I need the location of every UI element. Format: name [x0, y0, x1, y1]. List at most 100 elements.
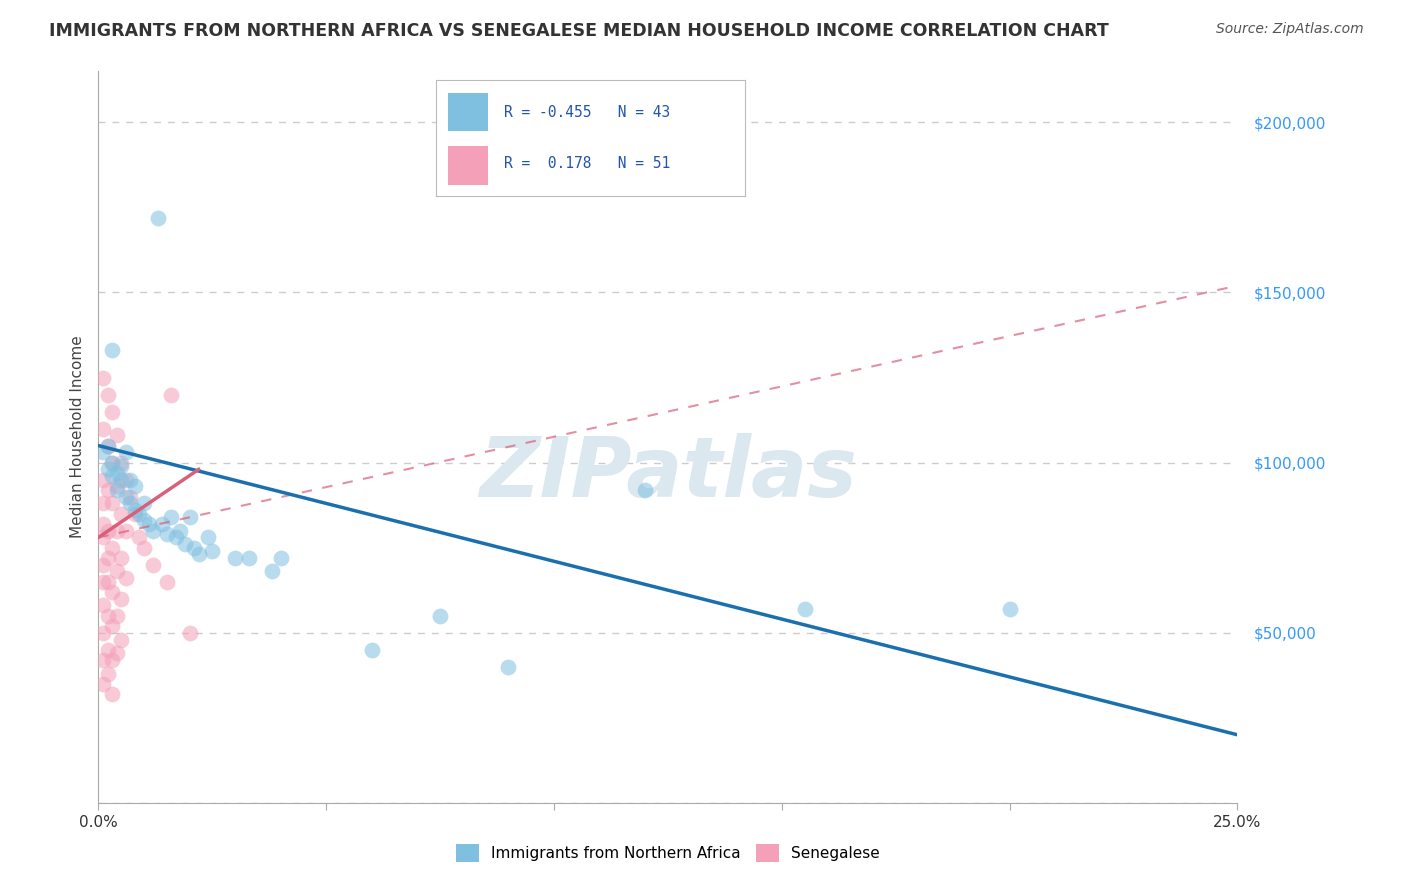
Point	[96, 642, 118, 657]
Point	[150, 516, 173, 531]
Point	[110, 458, 132, 473]
Point	[197, 531, 219, 545]
Point	[101, 456, 124, 470]
FancyBboxPatch shape	[449, 146, 488, 185]
Point	[132, 541, 155, 555]
Point	[132, 496, 155, 510]
Point	[142, 558, 165, 572]
Point	[91, 473, 114, 487]
Point	[101, 469, 124, 483]
Point	[91, 496, 114, 510]
Point	[96, 439, 118, 453]
Point	[96, 483, 118, 497]
Point	[91, 445, 114, 459]
Text: Source: ZipAtlas.com: Source: ZipAtlas.com	[1216, 22, 1364, 37]
Point	[91, 370, 114, 384]
Point	[91, 516, 114, 531]
Point	[174, 537, 197, 551]
Point	[114, 490, 136, 504]
Point	[91, 625, 114, 640]
Point	[238, 550, 260, 565]
Point	[105, 608, 128, 623]
Point	[96, 608, 118, 623]
Point	[114, 524, 136, 538]
Point	[91, 599, 114, 613]
Point	[146, 211, 169, 225]
Point	[165, 531, 187, 545]
Text: R =  0.178   N = 51: R = 0.178 N = 51	[503, 156, 671, 171]
Point	[114, 571, 136, 585]
Text: ZIPatlas: ZIPatlas	[479, 434, 856, 514]
Point	[498, 659, 520, 673]
Point	[156, 574, 179, 589]
Point	[110, 591, 132, 606]
Point	[96, 666, 118, 681]
Point	[101, 619, 124, 633]
Point	[110, 550, 132, 565]
Point	[96, 439, 118, 453]
Point	[120, 490, 142, 504]
Point	[110, 456, 132, 470]
Point	[128, 507, 150, 521]
Point	[96, 462, 118, 476]
Point	[260, 565, 283, 579]
Point	[96, 524, 118, 538]
Text: IMMIGRANTS FROM NORTHERN AFRICA VS SENEGALESE MEDIAN HOUSEHOLD INCOME CORRELATIO: IMMIGRANTS FROM NORTHERN AFRICA VS SENEG…	[49, 22, 1109, 40]
Point	[96, 550, 118, 565]
Point	[998, 602, 1021, 616]
Point	[160, 387, 183, 401]
Point	[124, 507, 146, 521]
Y-axis label: Median Household Income: Median Household Income	[69, 335, 84, 539]
Text: R = -0.455   N = 43: R = -0.455 N = 43	[503, 105, 671, 120]
Point	[110, 507, 132, 521]
Point	[120, 496, 142, 510]
Point	[132, 513, 155, 527]
Point	[270, 550, 292, 565]
Point	[91, 653, 114, 667]
Point	[91, 558, 114, 572]
Point	[96, 574, 118, 589]
Point	[124, 503, 146, 517]
Point	[105, 428, 128, 442]
Point	[105, 565, 128, 579]
Point	[101, 541, 124, 555]
Point	[101, 585, 124, 599]
Point	[793, 602, 815, 616]
Point	[187, 548, 209, 562]
Point	[429, 608, 451, 623]
Point	[201, 544, 224, 558]
Point	[105, 646, 128, 660]
Legend: Immigrants from Northern Africa, Senegalese: Immigrants from Northern Africa, Senegal…	[450, 838, 886, 868]
Point	[114, 445, 136, 459]
Point	[101, 456, 124, 470]
Point	[105, 479, 128, 493]
Point	[156, 527, 179, 541]
Point	[160, 510, 183, 524]
Point	[110, 632, 132, 647]
Point	[179, 510, 201, 524]
Point	[96, 387, 118, 401]
Point	[142, 524, 165, 538]
Point	[101, 653, 124, 667]
Point	[169, 524, 191, 538]
Point	[634, 483, 657, 497]
Point	[91, 574, 114, 589]
Point	[224, 550, 246, 565]
Point	[91, 421, 114, 435]
Point	[179, 625, 201, 640]
Point	[138, 516, 160, 531]
Point	[105, 483, 128, 497]
FancyBboxPatch shape	[449, 93, 488, 131]
Point	[105, 524, 128, 538]
Point	[128, 531, 150, 545]
Point	[360, 642, 382, 657]
Point	[105, 466, 128, 480]
Point	[91, 677, 114, 691]
Point	[101, 404, 124, 418]
Point	[101, 496, 124, 510]
Point	[124, 479, 146, 493]
Point	[183, 541, 205, 555]
Point	[114, 473, 136, 487]
Point	[101, 343, 124, 358]
Point	[120, 473, 142, 487]
